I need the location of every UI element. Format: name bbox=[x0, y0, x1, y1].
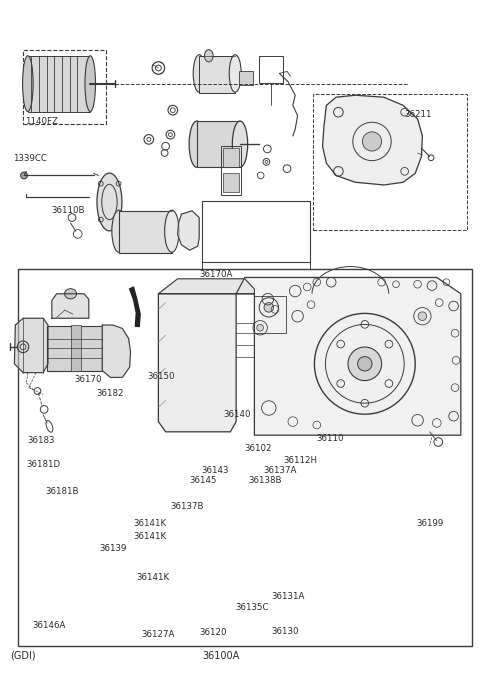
Bar bbox=[239, 71, 253, 85]
Text: 36183: 36183 bbox=[28, 436, 55, 445]
Circle shape bbox=[358, 356, 372, 371]
Bar bbox=[254, 296, 286, 333]
Bar bbox=[199, 56, 235, 93]
Text: (GDI): (GDI) bbox=[11, 651, 36, 660]
Circle shape bbox=[264, 303, 274, 312]
Text: 36150: 36150 bbox=[148, 371, 175, 381]
Text: 36137B: 36137B bbox=[170, 502, 204, 511]
Bar bbox=[221, 146, 241, 195]
Text: 36141K: 36141K bbox=[133, 532, 167, 541]
Text: 36145: 36145 bbox=[190, 476, 217, 486]
Text: 36182: 36182 bbox=[96, 388, 123, 398]
Polygon shape bbox=[236, 277, 461, 435]
Bar bbox=[259, 56, 283, 83]
Bar bbox=[202, 201, 310, 262]
Text: 36199: 36199 bbox=[416, 519, 444, 528]
Text: 36130: 36130 bbox=[271, 626, 299, 636]
Circle shape bbox=[257, 324, 264, 331]
Text: 36131A: 36131A bbox=[271, 592, 305, 601]
Text: 36141K: 36141K bbox=[137, 573, 170, 582]
Text: 36110: 36110 bbox=[317, 434, 344, 443]
Text: 36181D: 36181D bbox=[26, 460, 60, 469]
Polygon shape bbox=[178, 211, 199, 250]
Polygon shape bbox=[323, 95, 422, 185]
Circle shape bbox=[362, 132, 382, 151]
Text: 36146A: 36146A bbox=[33, 621, 66, 630]
Text: 36100A: 36100A bbox=[202, 651, 240, 660]
Polygon shape bbox=[158, 279, 254, 294]
Text: 36211: 36211 bbox=[405, 109, 432, 119]
Text: 36140: 36140 bbox=[223, 410, 251, 420]
Text: 36112H: 36112H bbox=[283, 456, 317, 465]
Text: 36170: 36170 bbox=[74, 375, 102, 384]
Ellipse shape bbox=[193, 55, 205, 92]
Text: 36137A: 36137A bbox=[263, 466, 297, 475]
Ellipse shape bbox=[165, 210, 179, 252]
Bar bbox=[197, 121, 240, 167]
Ellipse shape bbox=[189, 121, 204, 167]
Text: 36120: 36120 bbox=[199, 628, 227, 637]
Ellipse shape bbox=[23, 56, 33, 112]
Polygon shape bbox=[158, 294, 236, 432]
Text: 36110B: 36110B bbox=[52, 206, 85, 216]
Text: 36141K: 36141K bbox=[133, 519, 167, 528]
Text: 36135C: 36135C bbox=[235, 602, 269, 612]
Text: 36127A: 36127A bbox=[142, 630, 175, 639]
Ellipse shape bbox=[229, 55, 241, 92]
Ellipse shape bbox=[204, 50, 213, 62]
Bar bbox=[313, 94, 467, 230]
Polygon shape bbox=[130, 287, 140, 326]
Bar bbox=[18, 269, 472, 646]
Text: 36138B: 36138B bbox=[249, 476, 282, 486]
Circle shape bbox=[348, 347, 382, 381]
Bar bbox=[223, 148, 239, 167]
Circle shape bbox=[21, 172, 27, 179]
Circle shape bbox=[314, 313, 415, 414]
Ellipse shape bbox=[85, 56, 96, 112]
Bar bbox=[223, 173, 239, 192]
Ellipse shape bbox=[64, 288, 77, 299]
Polygon shape bbox=[102, 325, 131, 377]
Bar bbox=[119, 211, 172, 253]
Ellipse shape bbox=[112, 210, 126, 252]
Bar bbox=[47, 326, 102, 371]
Polygon shape bbox=[14, 318, 48, 373]
Text: 36139: 36139 bbox=[100, 543, 127, 553]
Circle shape bbox=[418, 312, 427, 320]
Text: 36143: 36143 bbox=[202, 466, 229, 475]
Polygon shape bbox=[52, 294, 89, 318]
Text: 36170A: 36170A bbox=[199, 269, 233, 279]
Bar bbox=[71, 325, 81, 371]
Bar bbox=[28, 56, 90, 112]
Text: 1140FZ: 1140FZ bbox=[25, 116, 58, 126]
Bar bbox=[23, 50, 106, 124]
Ellipse shape bbox=[97, 173, 122, 231]
Text: 1339CC: 1339CC bbox=[13, 154, 48, 163]
Text: 36102: 36102 bbox=[245, 444, 272, 454]
Ellipse shape bbox=[232, 121, 248, 167]
Text: 36181B: 36181B bbox=[46, 487, 79, 496]
